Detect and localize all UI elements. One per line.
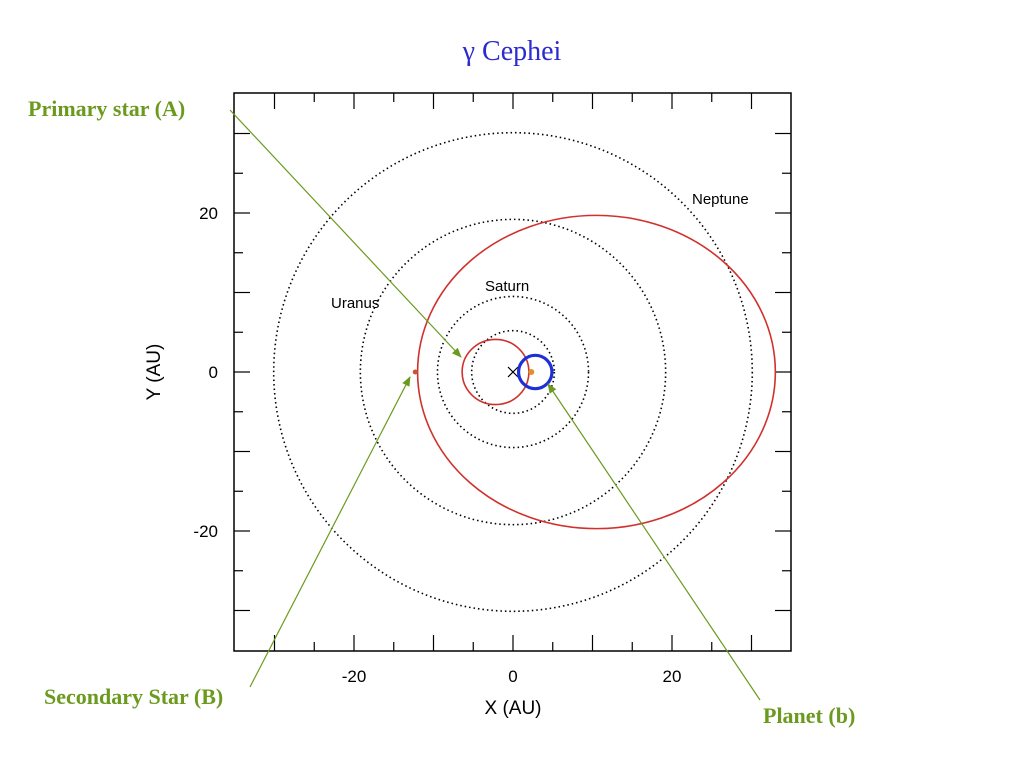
primary-star-callout: Primary star (A) (28, 96, 186, 121)
stellar-bodies (412, 369, 535, 375)
uranus-orbit (359, 218, 667, 526)
uranus-label: Uranus (331, 295, 379, 312)
neptune-label: Neptune (692, 191, 749, 208)
y-tick-label-20: 20 (199, 204, 218, 223)
x-axis-title: X (AU) (485, 698, 542, 719)
binary-orbits (416, 214, 777, 530)
y-tick-label-0: 0 (209, 363, 218, 382)
planet-orbit (516, 353, 554, 391)
planet-pointer (547, 383, 761, 701)
saturn-orbit (436, 295, 590, 449)
barycenter-marker (507, 366, 519, 378)
y-tick-label-neg20: -20 (193, 522, 218, 541)
page-title: γ Cephei (462, 36, 562, 67)
secondary-star-callout: Secondary Star (B) (44, 684, 224, 709)
planet-callout: Planet (b) (763, 703, 856, 728)
saturn-label: Saturn (485, 278, 529, 295)
x-tick-label-0: 0 (508, 667, 517, 686)
primary-star-pointer (229, 109, 462, 358)
secondary-star-orbit (416, 214, 777, 530)
axis-ticks (234, 93, 791, 651)
secondary-star-pointer (249, 376, 411, 688)
callout-pointers (229, 109, 761, 701)
reference-orbits (272, 131, 754, 613)
primary-star-dot (528, 369, 535, 375)
jupiter-orbit (470, 329, 556, 415)
x-tick-label-20: 20 (663, 667, 682, 686)
x-tick-label-neg20: -20 (342, 667, 367, 686)
secondary-star-dot (412, 369, 418, 375)
y-axis-title: Y (AU) (144, 344, 165, 401)
